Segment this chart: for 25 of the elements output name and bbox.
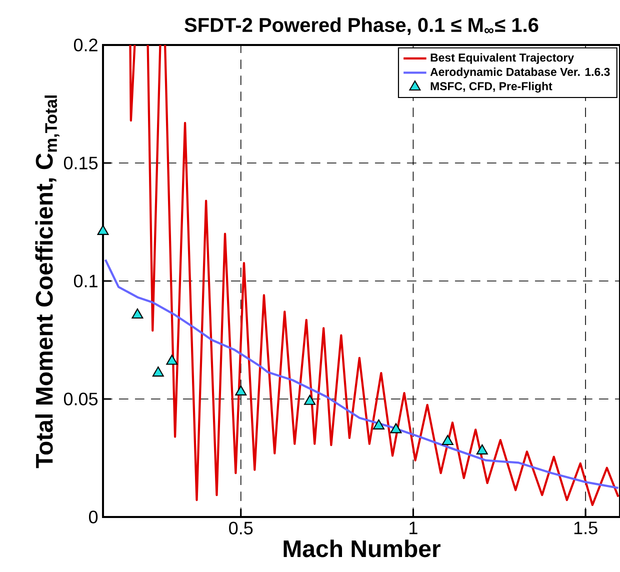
point [442, 434, 454, 446]
y-tick-label: 0.15 [64, 156, 98, 170]
point [373, 419, 384, 430]
y-axis-title: Total Moment Coefficient, C$_{m,Total}$ [35, 96, 60, 468]
x-tick-label: 1.5 [574, 522, 598, 534]
point [235, 385, 247, 396]
legend-label: MSFC, CFD, Pre-Flight [430, 82, 552, 93]
x-tick-label: 0.5 [229, 522, 253, 534]
point [390, 423, 402, 434]
legend-label: Aerodynamic Database Ver. 1.6.3 [430, 68, 610, 78]
x-axis-title: Mach Number [284, 540, 440, 558]
legend-label: Best Equivalent Trajectory [430, 53, 574, 64]
point [304, 394, 316, 405]
x-tick-label: 1 [410, 522, 418, 534]
line-series [104, 258, 620, 490]
y-tick-label: 0.1 [74, 274, 98, 288]
point [132, 308, 144, 319]
chart-title: SFDT-2 Powered Phase, 0.1 ≤ M$_{∞}$≤ 1.6 [184, 17, 538, 35]
point [166, 354, 178, 365]
y-tick-label: 0.2 [74, 38, 98, 52]
y-tick-label: 0 [88, 510, 98, 524]
point [97, 224, 109, 235]
point [476, 444, 488, 454]
point [152, 366, 164, 377]
y-tick-label: 0.05 [64, 392, 98, 406]
